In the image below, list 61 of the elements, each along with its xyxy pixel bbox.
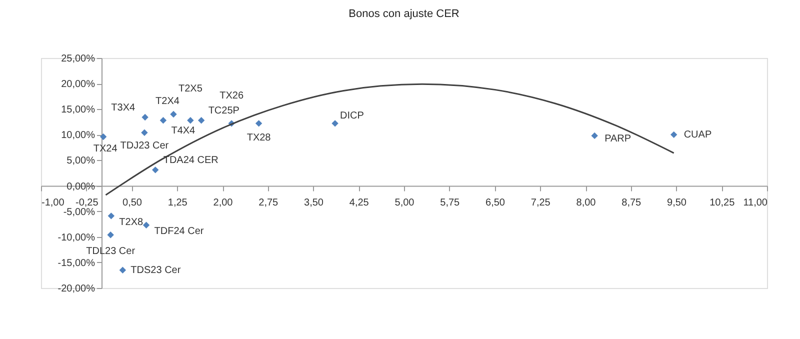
- x-tick-label: 11,00: [743, 197, 768, 208]
- point: [119, 266, 126, 274]
- annotation: TX26: [220, 90, 244, 102]
- annotation: TDL23 Cer: [86, 246, 136, 257]
- annotation: CUAP: [684, 130, 712, 141]
- annotation: DICP: [340, 110, 364, 122]
- annotation: TDJ23 Cer: [120, 140, 170, 152]
- x-tick-label: -1,00: [42, 197, 65, 208]
- annotation: TDA24 CER: [163, 154, 218, 166]
- annotation: TX24: [93, 144, 118, 155]
- annotation: T4X4: [171, 125, 196, 136]
- point: [160, 117, 167, 124]
- x-tick-label: 1,25: [168, 197, 188, 208]
- y-tick-label: -20,00%: [58, 284, 96, 294]
- chart-title: Bonos con ajuste CER: [348, 8, 460, 20]
- x-tick-label: 5,75: [440, 197, 460, 208]
- point: [187, 117, 194, 124]
- x-tick-label: 8,00: [576, 197, 596, 208]
- point: [142, 222, 150, 228]
- y-tick-label: 0,00%: [66, 181, 96, 192]
- annotation: TDF24 Cer: [154, 226, 204, 238]
- y-tick-label: -5,00%: [63, 206, 96, 218]
- y-tick-label: 15,00%: [61, 104, 96, 116]
- annotation: PARP: [604, 134, 632, 145]
- y-tick-label: -15,00%: [58, 258, 96, 269]
- y-tick-label: 10,00%: [61, 130, 96, 142]
- x-tick-label: 2,75: [258, 197, 279, 208]
- annotation: TC25P: [208, 105, 240, 116]
- annotation: T2X4: [156, 96, 180, 108]
- x-tick-label: -0,25: [75, 197, 99, 208]
- annotation: TDS23 Cer: [130, 265, 182, 276]
- annotation: T3X4: [111, 102, 136, 114]
- y-tick-label: -10,00%: [58, 232, 96, 244]
- x-tick-label: 2,00: [213, 197, 234, 208]
- annotation: T2X8: [119, 216, 144, 228]
- x-tick-label: 7,25: [530, 197, 551, 208]
- point: [591, 132, 598, 140]
- x-tick-label: 5,00: [394, 197, 415, 208]
- x-tick-label: 3,50: [304, 197, 324, 208]
- point: [142, 114, 148, 121]
- x-tick-label: 6,50: [486, 197, 506, 208]
- x-tick-label: 9,50: [667, 197, 687, 208]
- point: [152, 166, 159, 174]
- y-tick-label: 20,00%: [61, 79, 96, 90]
- annotation: T2X5: [178, 83, 203, 94]
- annotation: TX28: [246, 132, 272, 144]
- point: [108, 212, 115, 220]
- point: [198, 117, 205, 124]
- point: [332, 120, 338, 127]
- point: [100, 133, 107, 140]
- y-tick-label: 25,00%: [61, 54, 96, 64]
- x-tick-label: 4,25: [349, 197, 370, 208]
- point: [255, 120, 262, 127]
- x-tick-label: 8,75: [622, 197, 642, 208]
- x-tick-label: 0,50: [122, 197, 142, 208]
- point: [170, 110, 177, 118]
- point: [670, 131, 678, 138]
- point: [141, 129, 148, 136]
- x-tick-label: 10,25: [710, 197, 736, 208]
- point: [107, 231, 114, 238]
- y-tick-label: 5,00%: [66, 156, 96, 167]
